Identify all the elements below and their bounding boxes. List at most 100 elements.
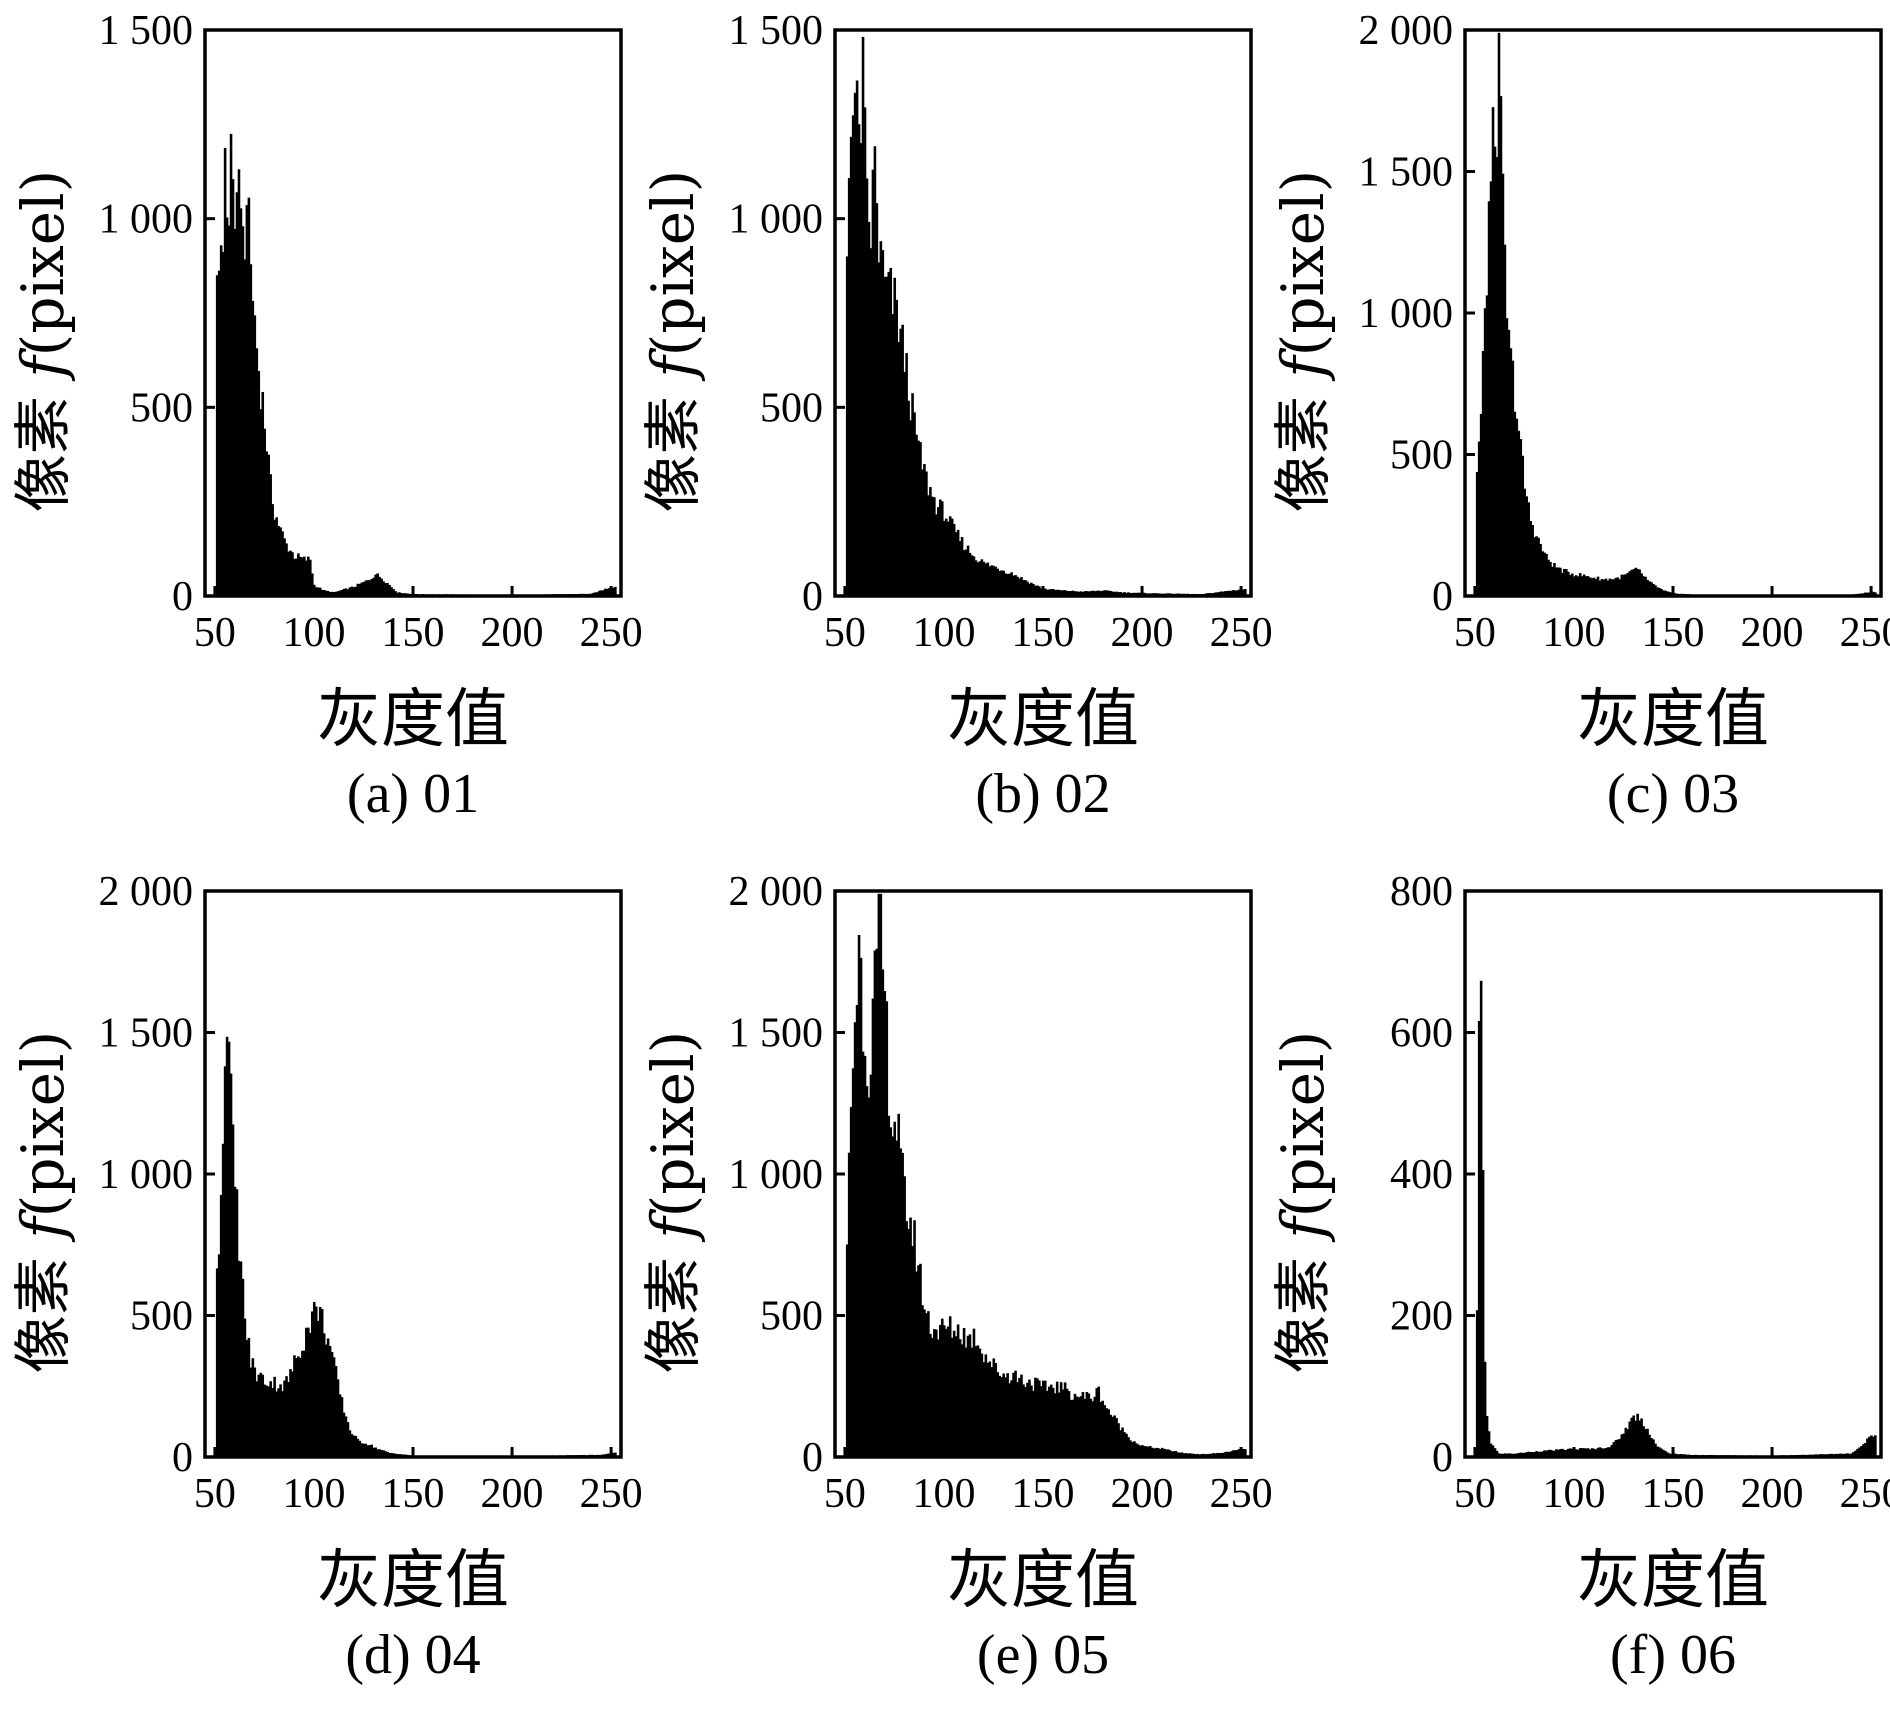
histogram-bar bbox=[954, 1336, 958, 1457]
histogram-bar bbox=[1040, 1386, 1043, 1457]
histogram-bar bbox=[1854, 1450, 1857, 1457]
histogram-bar bbox=[1077, 591, 1081, 596]
histogram-panel: 0 200 400 600 800 50 100 150 200 250 像素 f(pixel) 灰度… bbox=[1260, 861, 1890, 1722]
x-tick-label: 50 bbox=[194, 610, 236, 656]
y-tick-label: 1 000 bbox=[99, 197, 194, 243]
histogram-bar bbox=[923, 464, 926, 596]
histogram-bar bbox=[1638, 569, 1641, 596]
histogram-bar bbox=[1228, 1452, 1231, 1457]
histogram-bar bbox=[291, 552, 294, 596]
x-tick-label: 200 bbox=[1111, 1471, 1174, 1517]
histogram-bar bbox=[1604, 1448, 1608, 1457]
histogram-bar bbox=[899, 1148, 902, 1457]
histogram-bar bbox=[245, 205, 249, 596]
histogram-bar bbox=[237, 169, 241, 597]
histogram-bar bbox=[1000, 570, 1003, 596]
histogram-bar bbox=[901, 1152, 904, 1457]
x-tick-label: 100 bbox=[912, 610, 975, 656]
histogram-bar bbox=[1559, 1448, 1562, 1457]
histogram-bar bbox=[1497, 32, 1501, 596]
histogram-bar bbox=[1135, 1443, 1138, 1457]
y-tick-label: 1 500 bbox=[729, 1011, 824, 1057]
histogram-bar bbox=[1846, 1453, 1849, 1457]
histogram-bar bbox=[1592, 1448, 1596, 1457]
histogram-bar bbox=[305, 560, 308, 596]
histogram-bar bbox=[1477, 1020, 1481, 1457]
histogram-bar bbox=[942, 520, 946, 596]
histogram-bar bbox=[1868, 1436, 1871, 1457]
histogram-bar bbox=[1670, 592, 1673, 596]
histogram-bar bbox=[1059, 590, 1063, 596]
histogram-bar bbox=[1047, 589, 1051, 596]
histogram-bar bbox=[287, 551, 290, 596]
histogram-bar bbox=[1234, 590, 1237, 596]
histogram-bar bbox=[1483, 308, 1487, 596]
histogram-bar bbox=[295, 1358, 298, 1457]
histogram-bar bbox=[1525, 496, 1528, 596]
histogram-bar bbox=[324, 590, 328, 596]
histogram-bar bbox=[600, 590, 603, 596]
histogram-bar bbox=[1095, 1388, 1099, 1457]
histogram-bar bbox=[1234, 1450, 1237, 1457]
histogram-bar bbox=[1143, 1446, 1146, 1457]
histogram-bar bbox=[352, 587, 356, 596]
y-axis-label: 像素 f(pixel) bbox=[1269, 1031, 1337, 1374]
histogram-bar bbox=[1543, 552, 1546, 596]
histogram-bar bbox=[911, 393, 914, 596]
histogram-bar bbox=[1038, 586, 1041, 596]
y-tick-label: 0 bbox=[802, 1435, 823, 1481]
histogram-bar bbox=[326, 1338, 330, 1457]
histogram-bar bbox=[1487, 1431, 1491, 1457]
histogram-bar bbox=[356, 1438, 360, 1457]
histogram-bar bbox=[614, 1452, 617, 1457]
histogram-bar bbox=[1026, 581, 1029, 596]
histogram-bar bbox=[1493, 146, 1497, 597]
histogram-bar bbox=[1610, 579, 1614, 596]
y-tick-label: 1 000 bbox=[729, 197, 824, 243]
plot-frame bbox=[1463, 889, 1883, 1459]
x-axis-label: 灰度值 bbox=[317, 683, 509, 757]
histogram-bar bbox=[1590, 578, 1594, 596]
histogram-bar bbox=[269, 1381, 272, 1457]
histogram-bar bbox=[1664, 1450, 1667, 1457]
histogram-bar bbox=[255, 1381, 259, 1457]
histogram-bar bbox=[1188, 1453, 1192, 1457]
histogram-bar bbox=[962, 1328, 966, 1457]
histogram-bar bbox=[992, 1358, 996, 1457]
histogram-bar bbox=[897, 342, 900, 596]
histogram-bar bbox=[1487, 201, 1491, 596]
histogram-bar bbox=[863, 1055, 867, 1457]
histogram-bar bbox=[1069, 591, 1073, 596]
histogram-bar bbox=[1549, 562, 1552, 596]
histogram-bar bbox=[1640, 573, 1643, 596]
histogram-bar bbox=[1578, 1448, 1582, 1457]
histogram-bar bbox=[614, 586, 617, 596]
histogram-bar bbox=[612, 1452, 615, 1457]
histogram-bar bbox=[867, 221, 871, 597]
histogram-bar bbox=[849, 1106, 853, 1457]
x-tick-label: 50 bbox=[1454, 1471, 1496, 1517]
histogram-bar bbox=[1527, 1451, 1530, 1457]
histogram-bar bbox=[1061, 1389, 1065, 1457]
histogram-bar bbox=[366, 1445, 370, 1457]
histogram-bar bbox=[1224, 1451, 1227, 1457]
histogram-bar bbox=[1576, 1449, 1580, 1457]
histogram-bar bbox=[1026, 1382, 1029, 1457]
histogram-bar bbox=[1493, 1448, 1497, 1457]
histogram-bar bbox=[970, 555, 974, 596]
histogram-bar bbox=[1236, 1449, 1239, 1457]
histogram-bar bbox=[1622, 1433, 1626, 1457]
histogram-bar bbox=[1588, 577, 1592, 596]
histogram-bar bbox=[1139, 1445, 1142, 1457]
histogram-bar bbox=[1561, 572, 1564, 596]
histogram-bar bbox=[1594, 1449, 1598, 1457]
histogram-bar bbox=[1032, 1390, 1035, 1457]
histogram-bar bbox=[1012, 575, 1015, 596]
histogram-bar bbox=[988, 1361, 992, 1457]
histogram-bar bbox=[1238, 589, 1241, 596]
x-tick-label: 200 bbox=[1741, 610, 1804, 656]
histogram-bar bbox=[1020, 577, 1023, 596]
y-tick-label: 0 bbox=[1432, 574, 1453, 620]
histogram-bar bbox=[907, 400, 910, 596]
